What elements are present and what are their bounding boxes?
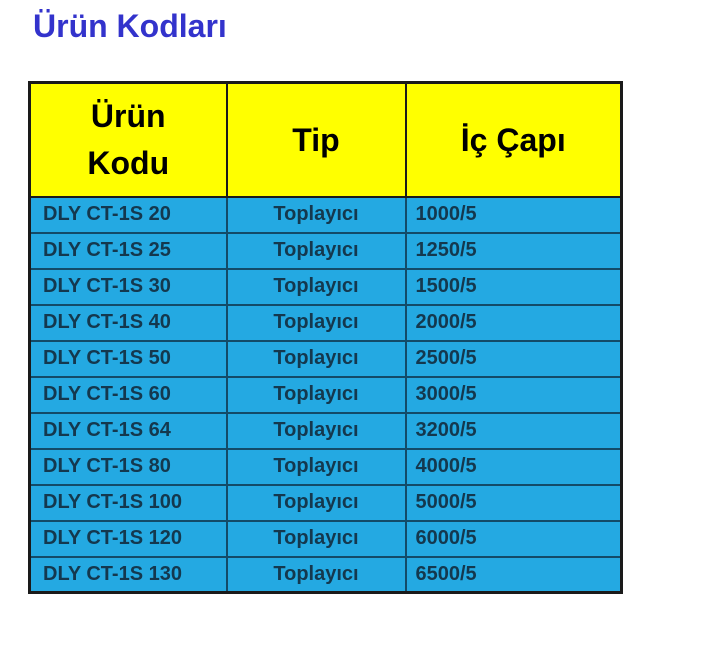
ic-capi-cell: 3000/5 [404, 375, 623, 414]
ic-capi-cell: 4000/5 [404, 447, 623, 486]
table-row: DLY CT-1S 64 Toplayıcı 3200/5 [28, 411, 623, 450]
type-cell: Toplayıcı [225, 339, 407, 378]
product-code-cell: DLY CT-1S 60 [28, 375, 228, 414]
table-row: DLY CT-1S 50 Toplayıcı 2500/5 [28, 339, 623, 378]
type-cell: Toplayıcı [225, 303, 407, 342]
product-code-cell: DLY CT-1S 20 [28, 195, 228, 234]
product-code-cell: DLY CT-1S 40 [28, 303, 228, 342]
page-title: Ürün Kodları [33, 8, 227, 44]
type-cell: Toplayıcı [225, 483, 407, 522]
ic-capi-cell: 2500/5 [404, 339, 623, 378]
header-row: Ürün Kodu Tip İç Çapı [28, 81, 623, 198]
type-cell: Toplayıcı [225, 195, 407, 234]
product-code-cell: DLY CT-1S 130 [28, 555, 228, 594]
table-row: DLY CT-1S 130 Toplayıcı 6500/5 [28, 555, 623, 594]
table-row: DLY CT-1S 80 Toplayıcı 4000/5 [28, 447, 623, 486]
type-cell: Toplayıcı [225, 411, 407, 450]
ic-capi-cell: 6500/5 [404, 555, 623, 594]
table-row: DLY CT-1S 30 Toplayıcı 1500/5 [28, 267, 623, 306]
table-row: DLY CT-1S 20 Toplayıcı 1000/5 [28, 195, 623, 234]
ic-capi-cell: 1250/5 [404, 231, 623, 270]
ic-capi-cell: 3200/5 [404, 411, 623, 450]
product-code-cell: DLY CT-1S 64 [28, 411, 228, 450]
table-row: DLY CT-1S 120 Toplayıcı 6000/5 [28, 519, 623, 558]
product-code-cell: DLY CT-1S 80 [28, 447, 228, 486]
ic-capi-cell: 2000/5 [404, 303, 623, 342]
product-code-cell: DLY CT-1S 120 [28, 519, 228, 558]
header-urun-kodu: Ürün Kodu [28, 81, 228, 198]
product-code-cell: DLY CT-1S 50 [28, 339, 228, 378]
ic-capi-cell: 5000/5 [404, 483, 623, 522]
type-cell: Toplayıcı [225, 267, 407, 306]
type-cell: Toplayıcı [225, 555, 407, 594]
table-row: DLY CT-1S 60 Toplayıcı 3000/5 [28, 375, 623, 414]
header-tip: Tip [225, 81, 407, 198]
ic-capi-cell: 1500/5 [404, 267, 623, 306]
table-row: DLY CT-1S 25 Toplayıcı 1250/5 [28, 231, 623, 270]
ic-capi-cell: 6000/5 [404, 519, 623, 558]
product-code-cell: DLY CT-1S 100 [28, 483, 228, 522]
product-codes-table: Ürün Kodu Tip İç Çapı DLY CT-1S 20 Topla… [28, 81, 623, 594]
table-row: DLY CT-1S 40 Toplayıcı 2000/5 [28, 303, 623, 342]
type-cell: Toplayıcı [225, 447, 407, 486]
ic-capi-cell: 1000/5 [404, 195, 623, 234]
product-code-cell: DLY CT-1S 25 [28, 231, 228, 270]
table-row: DLY CT-1S 100 Toplayıcı 5000/5 [28, 483, 623, 522]
header-ic-capi: İç Çapı [404, 81, 623, 198]
type-cell: Toplayıcı [225, 375, 407, 414]
type-cell: Toplayıcı [225, 519, 407, 558]
product-code-cell: DLY CT-1S 30 [28, 267, 228, 306]
type-cell: Toplayıcı [225, 231, 407, 270]
